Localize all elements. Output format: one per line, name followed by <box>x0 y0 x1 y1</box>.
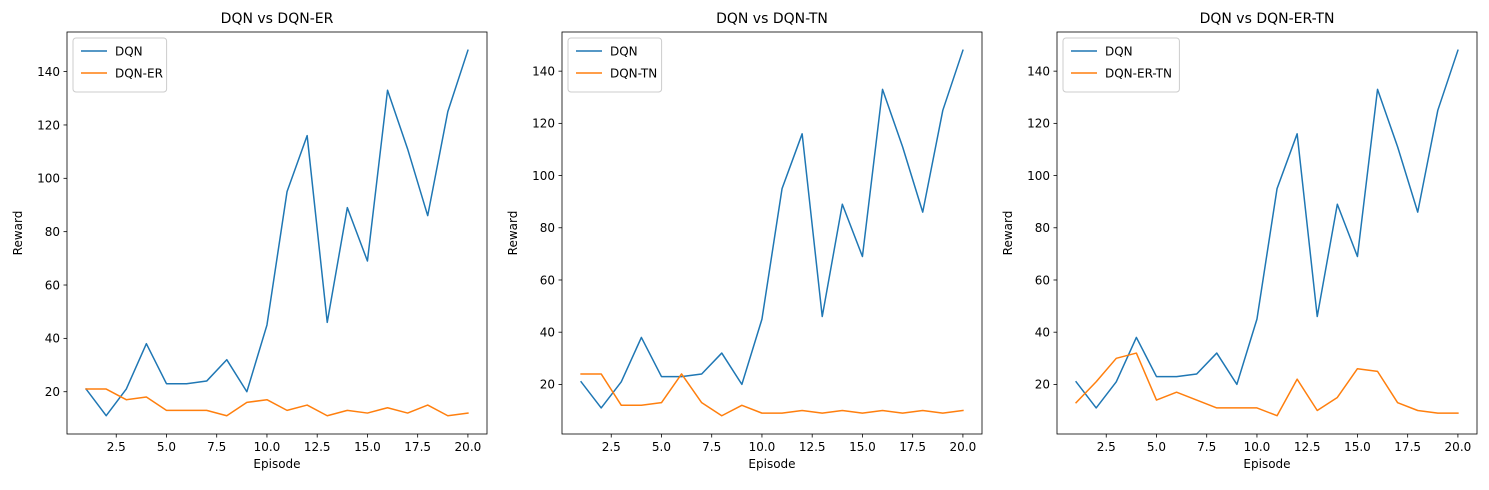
chart-panel-3: DQN vs DQN-ER-TN 2.5 5.0 7.5 10.0 12.5 15.0 17.… <box>1001 11 1478 471</box>
y-tick-label: 60 <box>1035 273 1050 287</box>
x-tick-label: 15.0 <box>1344 440 1371 454</box>
y-tick-label: 20 <box>1035 378 1050 392</box>
x-tick-label: 7.5 <box>207 440 226 454</box>
x-tick-label: 15.0 <box>354 440 381 454</box>
legend-label: DQN <box>1105 44 1133 58</box>
y-tick-label: 20 <box>45 385 60 399</box>
y-tick-label: 80 <box>1035 221 1050 235</box>
x-tick-label: 10.0 <box>1244 440 1271 454</box>
x-tick-label: 20.0 <box>950 440 977 454</box>
series-line-dqn-er-tn <box>1075 352 1459 417</box>
x-tick-label: 5.0 <box>157 440 176 454</box>
x-tick-label: 20.0 <box>455 440 482 454</box>
x-tick-label: 2.5 <box>107 440 126 454</box>
legend-label: DQN-ER <box>115 66 163 80</box>
legend: DQN DQN-ER-TN <box>1062 37 1180 93</box>
y-tick-label: 60 <box>45 278 60 292</box>
x-tick-label: 2.5 <box>1097 440 1116 454</box>
x-tick-label: 12.5 <box>1294 440 1321 454</box>
y-tick-label: 40 <box>540 325 555 339</box>
y-tick-label: 140 <box>532 64 555 78</box>
chart-panel-1: DQN vs DQN-ER 2.5 5.0 7.5 10.0 12.5 15.0 17.5 20… <box>11 11 488 471</box>
y-tick-label: 140 <box>1027 64 1050 78</box>
y-tick-label: 120 <box>37 118 60 132</box>
legend-label: DQN <box>610 44 638 58</box>
plot-frame <box>1056 31 1478 435</box>
x-tick-label: 12.5 <box>304 440 331 454</box>
y-axis-label: Reward <box>506 211 520 256</box>
y-tick-label: 80 <box>540 221 555 235</box>
series-line-dqn-tn <box>580 373 964 417</box>
y-tick-label: 120 <box>1027 117 1050 131</box>
series-line-dqn <box>85 49 469 417</box>
x-tick-label: 5.0 <box>652 440 671 454</box>
y-tick-label: 100 <box>37 172 60 186</box>
x-tick-label: 2.5 <box>602 440 621 454</box>
legend-label: DQN <box>115 44 143 58</box>
series-line-dqn <box>1075 49 1459 409</box>
x-tick-label: 12.5 <box>799 440 826 454</box>
y-tick-label: 40 <box>1035 325 1050 339</box>
chart-title: DQN vs DQN-TN <box>716 11 828 27</box>
legend-label: DQN-TN <box>610 66 657 80</box>
x-tick-label: 10.0 <box>749 440 776 454</box>
x-tick-label: 17.5 <box>899 440 926 454</box>
x-axis-label: Episode <box>253 457 300 471</box>
y-axis-label: Reward <box>11 211 25 256</box>
y-tick-label: 20 <box>540 378 555 392</box>
x-tick-label: 17.5 <box>1394 440 1421 454</box>
x-tick-label: 20.0 <box>1445 440 1472 454</box>
x-tick-label: 15.0 <box>849 440 876 454</box>
plot-frame <box>66 31 488 435</box>
x-tick-label: 7.5 <box>1197 440 1216 454</box>
chart-panel-2: DQN vs DQN-TN 2.5 5.0 7.5 10.0 12.5 15.0 17.5 20… <box>506 11 983 471</box>
y-tick-label: 60 <box>540 273 555 287</box>
y-tick-label: 40 <box>45 332 60 346</box>
y-tick-label: 140 <box>37 65 60 79</box>
y-tick-label: 100 <box>532 169 555 183</box>
series-line-dqn <box>580 49 964 409</box>
legend: DQN DQN-TN <box>567 37 663 93</box>
legend: DQN DQN-ER <box>72 37 168 93</box>
x-tick-label: 17.5 <box>404 440 431 454</box>
plot-frame <box>561 31 983 435</box>
chart-title: DQN vs DQN-ER-TN <box>1200 11 1335 27</box>
x-tick-label: 7.5 <box>702 440 721 454</box>
legend-label: DQN-ER-TN <box>1105 66 1172 80</box>
series-line-dqn-er <box>85 388 469 417</box>
y-tick-label: 120 <box>532 117 555 131</box>
x-axis-label: Episode <box>1243 457 1290 471</box>
x-tick-label: 10.0 <box>254 440 281 454</box>
chart-title: DQN vs DQN-ER <box>221 11 334 27</box>
y-tick-label: 100 <box>1027 169 1050 183</box>
y-tick-label: 80 <box>45 225 60 239</box>
x-axis-label: Episode <box>748 457 795 471</box>
y-axis-label: Reward <box>1001 211 1015 256</box>
x-tick-label: 5.0 <box>1147 440 1166 454</box>
